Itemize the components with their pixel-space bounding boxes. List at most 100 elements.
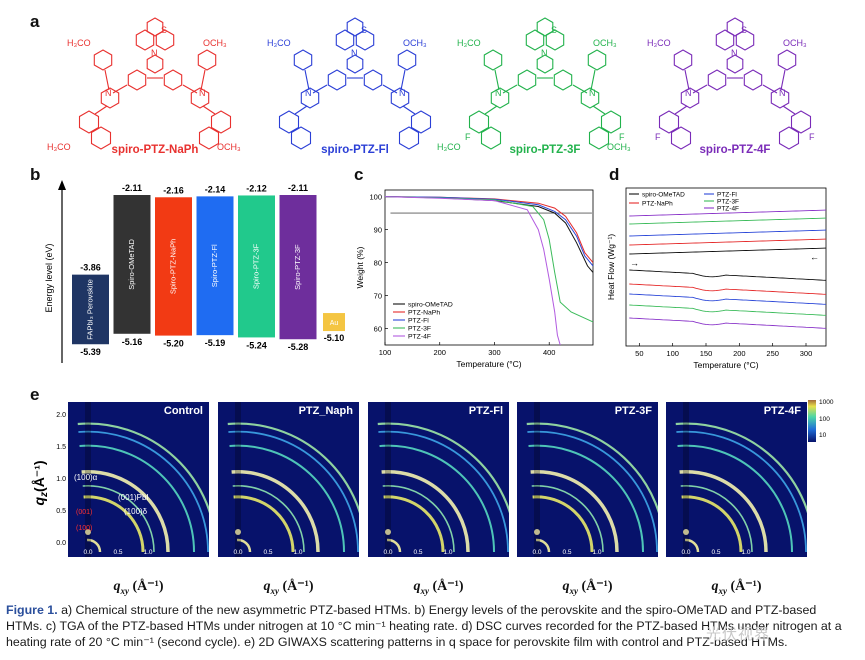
diffraction-ring <box>236 538 252 553</box>
nitrogen-atom-label: N <box>351 48 358 58</box>
missing-wedge <box>85 402 91 557</box>
methoxy-top-right: OCH₃ <box>783 38 807 48</box>
giwaxs-colorbar: 1000 100 10 <box>808 399 834 442</box>
legend-label: spiro-OMeTAD <box>642 192 685 199</box>
giwaxs-panel-title: PTZ_Naph <box>298 405 353 417</box>
peak-annotation-pbi: (001)PbI <box>118 493 149 502</box>
diffraction-spot <box>534 529 540 535</box>
qz-tick-label: 1.5 <box>56 444 66 451</box>
qxy-tick-label: 1.0 <box>592 549 601 556</box>
methoxy-bottom-right: OCH₃ <box>607 142 631 152</box>
methoxy-top-left: H₃CO <box>67 38 91 48</box>
giwaxs-y-axis: qz(Å⁻¹) 0.0 0.5 1.0 1.5 2.0 <box>31 412 66 547</box>
qxy-axis-label: qxy (Å⁻¹) <box>263 579 314 596</box>
molecule-spiro-PTZ-NaPh: S N N N H₃CO OCH₃ H₃CO OCH₃ spiro-PTZ-NaPh <box>47 17 241 156</box>
colorbar-gradient <box>808 400 816 442</box>
qxy-tick-label: 1.0 <box>443 549 452 556</box>
molecule-name-label: spiro-PTZ-3F <box>510 144 581 156</box>
nitrogen-right-label: N <box>199 88 206 98</box>
fluorine-right: F <box>619 132 625 142</box>
y-tick-label: 100 <box>369 193 382 202</box>
tga-series-PTZ-4F <box>384 196 561 346</box>
giwaxs-image: 0.0 0.5 1.0 <box>218 402 368 557</box>
diffraction-ring <box>677 444 794 553</box>
caption-text: a) Chemical structure of the new asymmet… <box>6 603 842 650</box>
nitrogen-atom-label: N <box>731 48 738 58</box>
peak-annotation-red-1: (001) <box>76 509 92 516</box>
molecule-spiro-PTZ-Fl: S N N N H₃CO OCH₃ spiro-PTZ-Fl <box>267 17 432 156</box>
diffraction-ring <box>532 495 594 553</box>
qxy-axis-label: qxy (Å⁻¹) <box>413 579 464 596</box>
lumo-value: -2.14 <box>205 184 226 194</box>
qxy-axis-label: qxy (Å⁻¹) <box>711 579 762 596</box>
legend-label: PTZ-4F <box>408 334 431 341</box>
qxy-tick-label: 0.5 <box>263 549 272 556</box>
qxy-tick-label: 1.0 <box>741 549 750 556</box>
diffraction-ring <box>228 430 359 553</box>
giwaxs-panel-title: PTZ-3F <box>614 405 652 417</box>
dsc-curve <box>629 293 827 305</box>
diffraction-ring <box>79 444 196 553</box>
fluorine-left: F <box>465 132 471 142</box>
diffraction-spot <box>85 529 91 535</box>
heating-arrow-icon: → <box>630 258 639 268</box>
molecule-name-label: spiro-PTZ-4F <box>700 144 771 156</box>
dsc-curve <box>629 209 827 217</box>
fluorine-left: F <box>655 132 661 142</box>
nitrogen-atom-label: N <box>151 48 158 58</box>
molecule-name-label: spiro-PTZ-NaPh <box>112 144 199 156</box>
y-tick-label: 60 <box>374 325 382 334</box>
diffraction-ring <box>528 444 645 553</box>
sulfur-atom-label: S <box>161 25 167 35</box>
tga-chart: 100 200 300 40060708090100spiro-OMeTADPTZ-N… <box>355 189 594 369</box>
giwaxs-panel-title: Control <box>163 405 203 417</box>
energy-bar-label: Spiro-OMeTAD <box>127 238 136 289</box>
diffraction-ring <box>83 495 145 553</box>
peak-annotation-alpha: (100)α <box>74 473 98 482</box>
panel-label-e: e <box>30 385 40 404</box>
homo-value: -5.24 <box>246 340 267 350</box>
tga-series-PTZ-Fl <box>384 196 594 267</box>
qxy-tick-label: 1.0 <box>143 549 152 556</box>
au-level-label: Au <box>330 320 339 327</box>
methoxy-bottom-left: H₃CO <box>437 142 461 152</box>
energy-axis-arrow-icon <box>58 180 66 190</box>
diffraction-ring <box>530 470 619 553</box>
peak-annotation-red-2: (100) <box>76 525 92 532</box>
diffraction-ring <box>527 430 658 553</box>
diffraction-ring <box>78 430 209 553</box>
qxy-tick-label: 1.0 <box>293 549 302 556</box>
qxy-tick-label: 0.5 <box>711 549 720 556</box>
molecule-structures: S N N N H₃CO OCH₃ H₃CO OCH₃ spiro-PTZ-NaPh S N N N H₃… <box>47 17 815 156</box>
diffraction-ring <box>229 444 346 553</box>
qxy-tick-label: 0.5 <box>562 549 571 556</box>
dsc-curve <box>629 217 827 225</box>
diffraction-ring <box>82 484 155 553</box>
au-level-bar <box>323 313 345 332</box>
dsc-curve <box>629 238 827 246</box>
nitrogen-left-label: N <box>685 88 692 98</box>
nitrogen-left-label: N <box>495 88 502 98</box>
dsc-curve <box>629 317 827 329</box>
homo-value: -5.19 <box>205 338 226 348</box>
legend-label: PTZ-3F <box>408 326 431 333</box>
peak-annotation-delta: (100)δ <box>124 507 148 516</box>
giwaxs-image: 0.0 0.5 1.0 <box>666 402 816 557</box>
energy-bar-label: Spiro-PTZ-NaPh <box>168 239 177 294</box>
methoxy-bottom-left: H₃CO <box>47 142 71 152</box>
giwaxs-pattern-2: 0.0 0.5 1.0 PTZ-Fl <box>368 402 518 557</box>
dsc-plot-frame <box>625 187 827 347</box>
qz-tick-label: 0.5 <box>56 508 66 515</box>
methoxy-top-left: H₃CO <box>267 38 291 48</box>
missing-wedge <box>235 402 241 557</box>
diffraction-ring <box>531 484 604 553</box>
sulfur-atom-label: S <box>551 25 557 35</box>
legend-label: PTZ-NaPh <box>408 310 440 317</box>
diffraction-ring <box>386 538 402 553</box>
legend-label: PTZ-4F <box>717 206 739 213</box>
qz-tick-label: 0.0 <box>56 540 66 547</box>
qxy-tick-label: 0.0 <box>233 549 242 556</box>
dsc-curve <box>629 247 827 255</box>
